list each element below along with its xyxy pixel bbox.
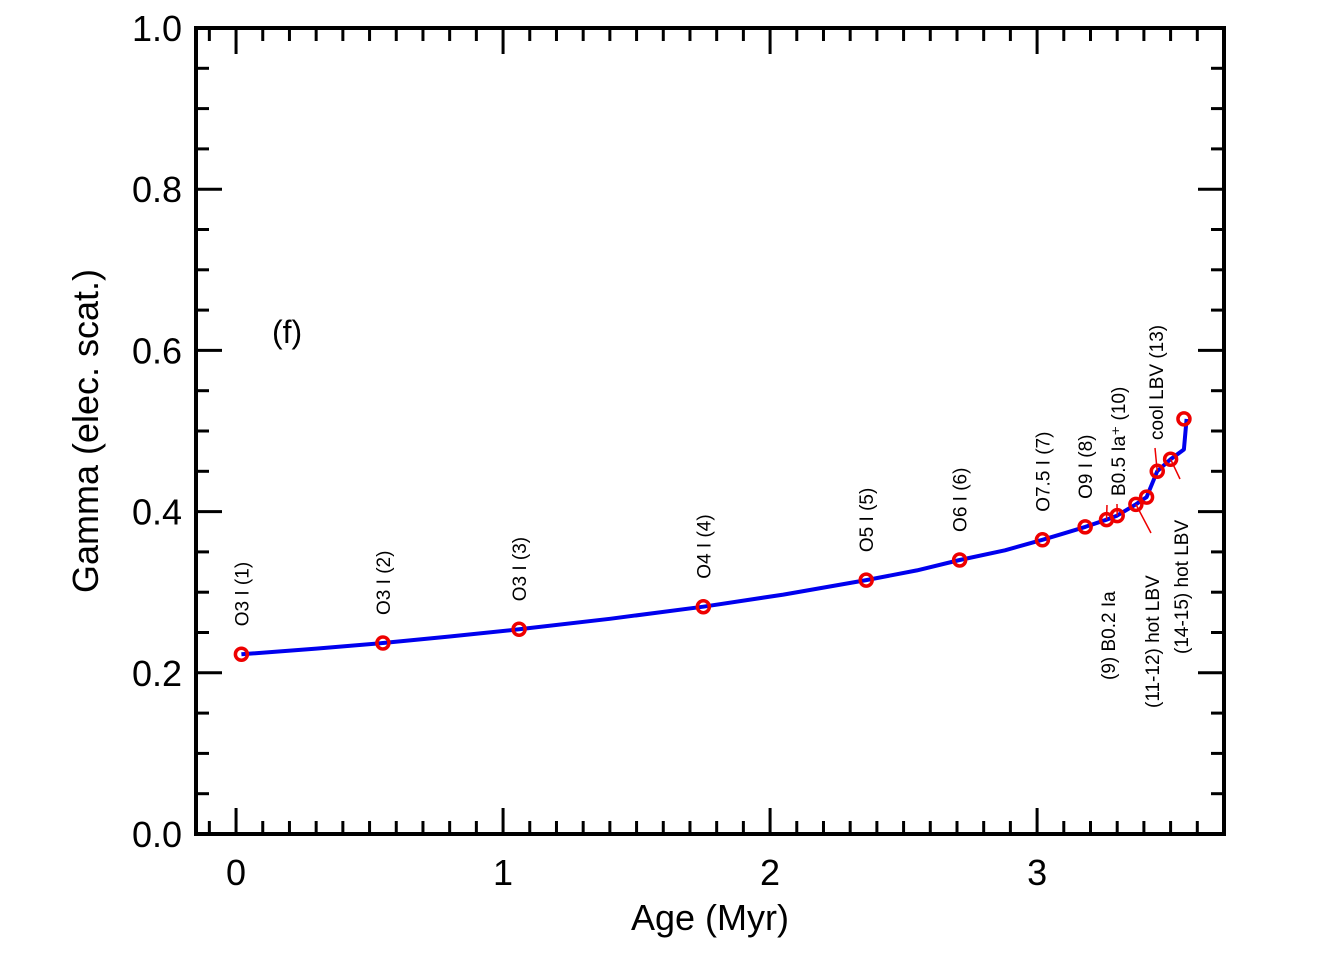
leader-line [1169, 458, 1181, 480]
stage-marker [951, 552, 968, 568]
gamma-curve [241, 418, 1189, 657]
plot-frame [194, 26, 1226, 836]
axis-tick-labels: 0 1 2 3 0.0 0.2 0.4 0.6 0.8 1.0 [132, 8, 1047, 893]
stage-label: (9) B0.2 Ia [1099, 591, 1120, 680]
stage-marker [858, 572, 874, 588]
stage-label: cool LBV (13) [1147, 325, 1168, 440]
stage-label: B0.5 Ia⁺ (10) [1109, 387, 1130, 496]
panel-label: (f) [272, 314, 302, 350]
x-axis-title: Age (Myr) [631, 897, 789, 938]
leader-line [1135, 503, 1152, 534]
stage-marker [1128, 496, 1144, 513]
stage-label: O3 I (1) [232, 562, 253, 626]
stage-marker [375, 635, 391, 651]
x-tick-label: 2 [760, 852, 780, 893]
stage-label: O9 I (8) [1076, 435, 1097, 499]
stage-marker [1077, 519, 1093, 535]
stage-marker [695, 598, 712, 615]
stage-label: O5 I (5) [857, 488, 878, 552]
y-axis-title: Gamma (elec. scat.) [65, 269, 106, 593]
y-tick-label: 0.6 [132, 330, 182, 371]
x-tick-label: 1 [493, 852, 513, 893]
x-tick-label: 3 [1027, 852, 1047, 893]
stage-marker [1162, 451, 1179, 467]
y-tick-label: 0.8 [132, 169, 182, 210]
y-tick-label: 0.4 [132, 492, 182, 533]
stage-annotations: O3 I (1) O3 I (2) O3 I (3) O4 I (4) O5 I (5)… [232, 325, 1193, 708]
stage-marker [1138, 489, 1155, 505]
leader-line [1154, 447, 1158, 472]
y-tick-label: 0.2 [132, 653, 182, 694]
y-tick-label: 0.0 [132, 814, 182, 855]
y-tick-label: 1.0 [132, 8, 182, 49]
stage-label: (11-12) hot LBV [1143, 575, 1164, 708]
stage-label: O3 I (3) [510, 537, 531, 601]
data-series [233, 411, 1192, 663]
stage-marker [511, 621, 527, 638]
stage-label: O6 I (6) [951, 468, 972, 532]
stage-label: (14-15) hot LBV [1172, 520, 1193, 654]
stage-label: O4 I (4) [694, 514, 715, 578]
stage-marker [1034, 532, 1051, 548]
stage-marker [233, 646, 250, 663]
stage-label: O7.5 I (7) [1033, 432, 1054, 512]
stage-label: O3 I (2) [374, 551, 395, 615]
stage-marker [1176, 411, 1192, 427]
x-tick-label: 0 [226, 852, 246, 893]
